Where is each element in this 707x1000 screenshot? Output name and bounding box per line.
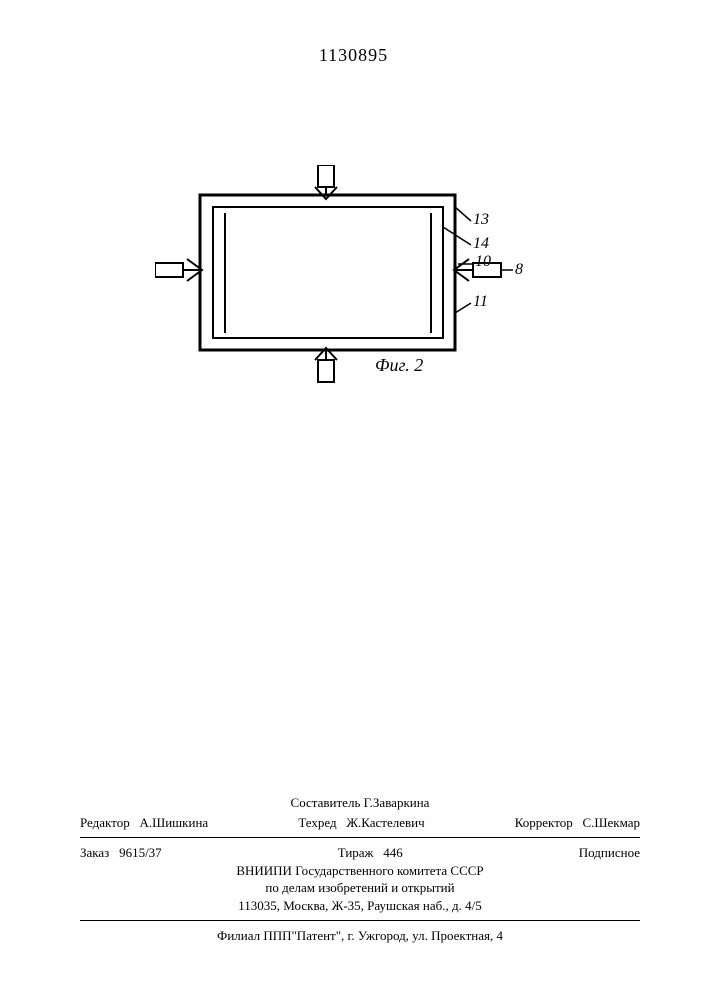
org-line-2: по делам изобретений и открытий (80, 879, 640, 897)
driver-top-body (318, 165, 334, 187)
subscription: Подписное (579, 844, 640, 862)
compiler-name: Г.Заваркина (364, 795, 430, 810)
techred-cell: Техред Ж.Кастелевич (298, 814, 424, 832)
editor-name: А.Шишкина (139, 815, 208, 830)
ref-14: 14 (473, 235, 489, 253)
page: 1130895 (0, 0, 707, 1000)
driver-left-body (155, 263, 183, 277)
branch-line: Филиал ППП"Патент", г. Ужгород, ул. Прое… (80, 927, 640, 945)
address-line: 113035, Москва, Ж-35, Раушская наб., д. … (80, 897, 640, 915)
order-value: 9615/37 (119, 845, 162, 860)
corrector-label: Корректор (515, 815, 573, 830)
divider-1 (80, 837, 640, 838)
figure-caption: Фиг. 2 (375, 355, 423, 376)
inner-frame (213, 207, 443, 338)
driver-bottom-body (318, 360, 334, 382)
figure-2: 13 14 10 8 11 Фиг. 2 (155, 165, 545, 385)
credits-row: Редактор А.Шишкина Техред Ж.Кастелевич К… (80, 814, 640, 832)
leader-13 (455, 207, 471, 221)
ref-8: 8 (515, 261, 523, 279)
printrun-cell: Тираж 446 (338, 844, 403, 862)
order-row: Заказ 9615/37 Тираж 446 Подписное (80, 844, 640, 862)
order-label: Заказ (80, 845, 109, 860)
figure-svg (155, 165, 545, 385)
techred-label: Техред (298, 815, 336, 830)
leader-11 (455, 303, 471, 313)
compiler-label: Составитель (291, 795, 361, 810)
ref-13: 13 (473, 211, 489, 229)
printrun-value: 446 (383, 845, 403, 860)
ref-10: 10 (475, 253, 491, 271)
outer-frame (200, 195, 455, 350)
divider-2 (80, 920, 640, 921)
editor-cell: Редактор А.Шишкина (80, 814, 208, 832)
ref-11: 11 (473, 293, 488, 311)
leader-14 (443, 227, 471, 245)
techred-name: Ж.Кастелевич (346, 815, 424, 830)
patent-number: 1130895 (0, 45, 707, 66)
footer-block: Составитель Г.Заваркина Редактор А.Шишки… (80, 794, 640, 945)
org-line-1: ВНИИПИ Государственного комитета СССР (80, 862, 640, 880)
corrector-name: С.Шекмар (582, 815, 640, 830)
editor-label: Редактор (80, 815, 130, 830)
printrun-label: Тираж (338, 845, 374, 860)
order-cell: Заказ 9615/37 (80, 844, 162, 862)
corrector-cell: Корректор С.Шекмар (515, 814, 640, 832)
compiler-line: Составитель Г.Заваркина (80, 794, 640, 812)
